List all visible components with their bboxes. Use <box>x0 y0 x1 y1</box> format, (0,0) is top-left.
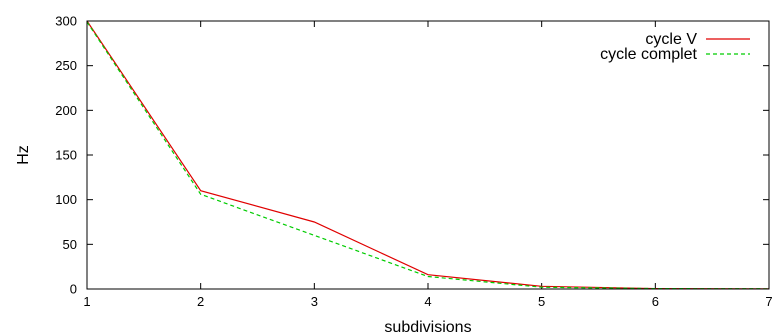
series-line-2 <box>86 21 770 290</box>
y-tick-label: 50 <box>63 237 77 252</box>
x-axis-label: subdivisions <box>384 319 471 336</box>
x-tick-label: 1 <box>83 294 90 309</box>
x-tick-label: 7 <box>765 294 772 309</box>
y-tick-label: 0 <box>70 282 77 297</box>
x-tick-label: 3 <box>311 294 318 309</box>
x-tick-label: 5 <box>538 294 545 309</box>
x-tick-label: 2 <box>197 294 204 309</box>
y-tick-label: 200 <box>55 103 77 118</box>
y-tick-label: 100 <box>55 192 77 207</box>
x-axis-ticks: 1 2 3 4 5 6 7 <box>83 21 773 309</box>
y-tick-label: 250 <box>55 58 77 73</box>
legend-label: cycle V <box>645 31 697 48</box>
y-tick-label: 300 <box>55 14 77 29</box>
y-axis-label: Hz <box>15 145 32 165</box>
y-axis-ticks: 0 50 100 150 200 250 300 <box>55 14 769 297</box>
plot-frame <box>86 20 770 290</box>
x-tick-label: 6 <box>652 294 659 309</box>
y-tick-label: 150 <box>55 148 77 163</box>
legend-label: cycle complet <box>600 46 697 63</box>
x-tick-label: 4 <box>424 294 431 309</box>
